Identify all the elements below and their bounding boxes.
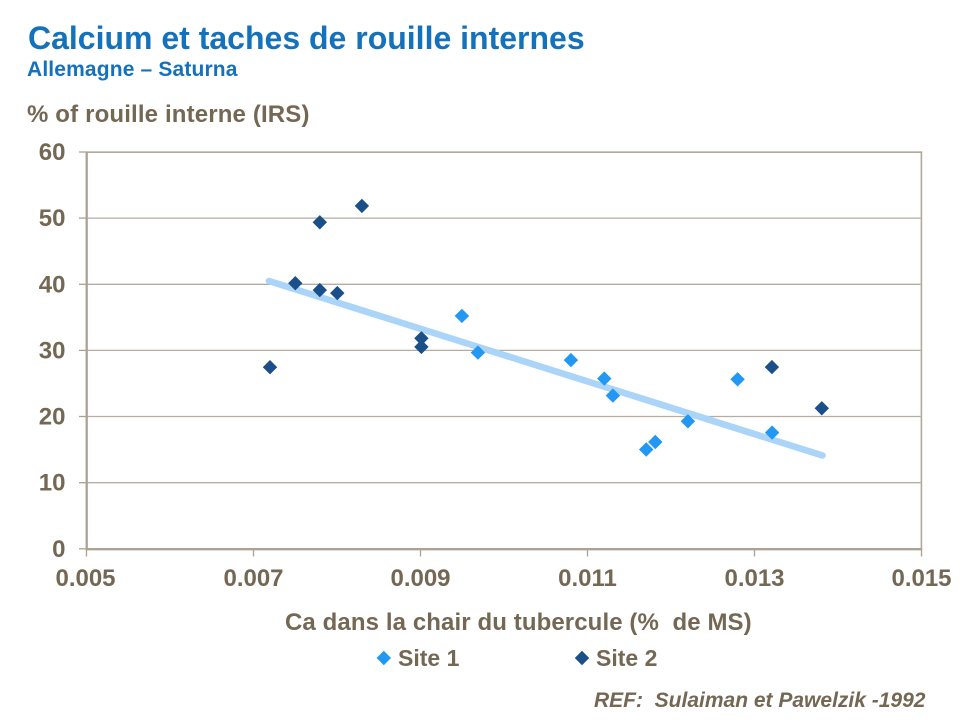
- svg-text:20: 20: [39, 404, 66, 431]
- svg-text:0.011: 0.011: [558, 565, 617, 592]
- svg-text:0.009: 0.009: [390, 565, 450, 592]
- svg-text:0.013: 0.013: [724, 565, 784, 592]
- svg-text:50: 50: [39, 205, 66, 232]
- svg-text:40: 40: [39, 271, 66, 298]
- svg-text:0.007: 0.007: [223, 565, 283, 592]
- svg-text:10: 10: [39, 470, 66, 497]
- svg-text:60: 60: [39, 139, 66, 166]
- svg-text:30: 30: [39, 337, 66, 364]
- svg-text:0.015: 0.015: [891, 565, 951, 592]
- svg-text:0.005: 0.005: [55, 565, 115, 592]
- svg-text:0: 0: [52, 536, 65, 563]
